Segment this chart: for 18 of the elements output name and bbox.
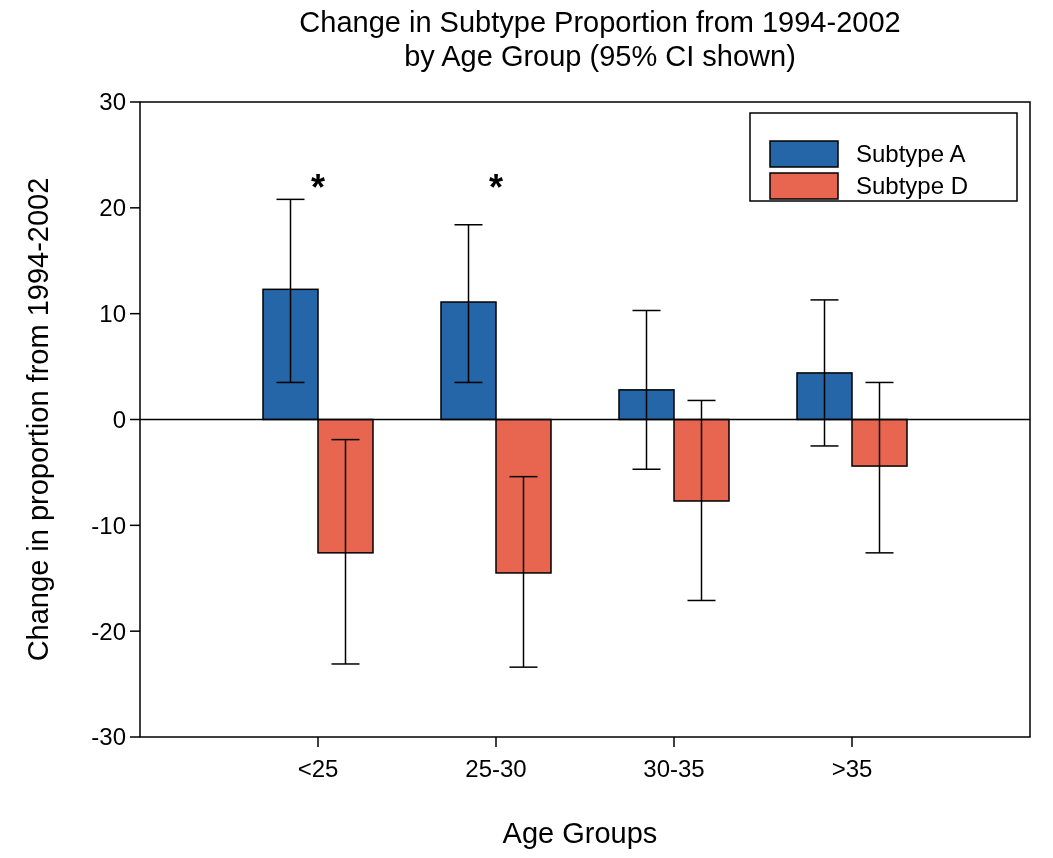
x-tick-label: 25-30 xyxy=(465,755,527,782)
annotation: * xyxy=(310,166,326,208)
legend-label: Subtype D xyxy=(856,172,969,200)
y-tick-label: -10 xyxy=(91,511,126,539)
y-tick-label: 0 xyxy=(112,405,126,433)
x-tick-label: >35 xyxy=(831,755,873,782)
x-tick-label: 30-35 xyxy=(643,755,705,782)
legend-label: Subtype A xyxy=(856,140,966,168)
y-axis-title: Change in proportion from 1994-2002 xyxy=(22,177,54,662)
y-tick-label: -20 xyxy=(91,617,126,645)
y-tick-label: 10 xyxy=(99,300,126,328)
x-axis-title: Age Groups xyxy=(502,817,658,849)
y-tick-label: 20 xyxy=(99,194,126,222)
x-tick-label: <25 xyxy=(297,755,339,782)
annotation: * xyxy=(488,166,504,208)
y-tick-label: 30 xyxy=(99,88,126,116)
chart-title: Change in Subtype Proportion from 1994-2002 by Age Group (95% CI shown) xyxy=(299,6,901,72)
y-tick-label: -30 xyxy=(91,723,126,751)
